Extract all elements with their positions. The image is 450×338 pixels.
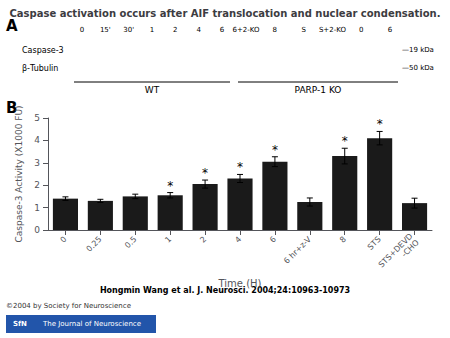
svg-text:6 hr+z-V: 6 hr+z-V [282,234,313,265]
svg-text:β-Tubulin: β-Tubulin [22,64,58,73]
svg-text:15': 15' [100,26,111,34]
svg-text:A: A [6,17,18,35]
svg-text:4: 4 [196,26,201,34]
svg-text:Caspase-3: Caspase-3 [22,46,64,55]
svg-text:*: * [237,160,243,174]
svg-text:B: B [6,98,18,117]
svg-text:STS+DEVD: STS+DEVD [376,231,415,270]
svg-text:2: 2 [34,180,40,190]
svg-text:0: 0 [59,235,69,245]
svg-text:1: 1 [163,235,173,245]
svg-text:PARP-1 KO: PARP-1 KO [295,85,342,95]
svg-text:1: 1 [150,26,154,34]
svg-text:—19 kDa: —19 kDa [402,46,434,54]
svg-text:*: * [202,166,208,180]
svg-text:*: * [377,117,383,131]
svg-text:8: 8 [273,26,277,34]
svg-text:0.25: 0.25 [85,235,104,254]
svg-text:4: 4 [34,135,40,145]
svg-text:8: 8 [338,235,348,245]
svg-text:30': 30' [123,26,134,34]
svg-text:—50 kDa: —50 kDa [402,64,434,72]
svg-text:S: S [301,26,306,34]
svg-text:5: 5 [34,113,40,123]
svg-text:0: 0 [359,26,363,34]
svg-text:2: 2 [173,26,177,34]
svg-text:6: 6 [268,235,278,245]
svg-text:0: 0 [34,225,40,235]
svg-text:-CHO: -CHO [400,238,421,259]
svg-text:0.5: 0.5 [123,235,138,250]
svg-text:The Journal of Neuroscience: The Journal of Neuroscience [42,320,141,328]
svg-text:Caspase activation occurs afte: Caspase activation occurs after AIF tran… [10,8,441,19]
svg-text:SfN: SfN [13,320,27,328]
svg-text:*: * [272,143,278,157]
svg-text:6+2-KO: 6+2-KO [232,26,260,34]
svg-text:Hongmin Wang et al. J. Neurosc: Hongmin Wang et al. J. Neurosci. 2004;24… [99,285,351,295]
svg-text:Time (H): Time (H) [218,278,262,289]
svg-text:6: 6 [388,26,393,34]
svg-text:S+2-KO: S+2-KO [319,26,346,34]
svg-text:4: 4 [233,235,243,245]
svg-text:2: 2 [198,235,208,245]
svg-text:©2004 by Society for Neuroscie: ©2004 by Society for Neuroscience [6,302,131,310]
svg-text:*: * [167,179,173,193]
svg-text:0: 0 [80,26,84,34]
svg-text:1: 1 [34,203,40,213]
svg-text:6: 6 [220,26,225,34]
svg-text:3: 3 [34,158,40,168]
svg-text:WT: WT [145,85,160,95]
svg-text:*: * [342,134,348,148]
svg-text:Caspase-3 Activity (X1000 FU): Caspase-3 Activity (X1000 FU) [14,105,24,242]
svg-text:STS: STS [366,235,383,252]
